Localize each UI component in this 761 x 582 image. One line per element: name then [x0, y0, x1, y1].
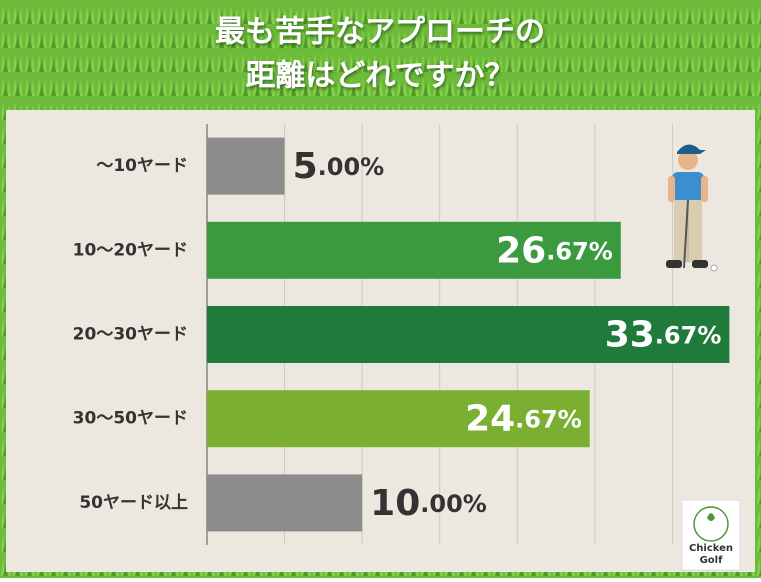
bar — [207, 306, 730, 363]
logo: Chicken Golf — [681, 499, 741, 571]
bar — [207, 474, 363, 532]
y-tick-label: 50ヤード以上 — [79, 493, 188, 513]
data-label: 10.00% — [370, 483, 487, 524]
y-tick-label: 30〜50ヤード — [73, 409, 188, 429]
logo-text: Chicken — [689, 543, 733, 554]
data-label: 24.67% — [465, 399, 582, 440]
data-label: 5.00% — [293, 146, 385, 187]
logo-text: Golf — [700, 555, 724, 566]
chart-title: 距離はどれですか？ — [245, 59, 514, 94]
bar — [207, 390, 590, 448]
chart-title: 最も苦手なアプローチの — [215, 15, 545, 50]
y-tick-label: 20〜30ヤード — [73, 325, 188, 345]
y-tick-label: 〜10ヤード — [96, 156, 188, 176]
bar — [207, 221, 621, 279]
bar — [207, 137, 285, 195]
data-label: 26.67% — [496, 230, 613, 271]
y-tick-label: 10〜20ヤード — [73, 240, 188, 260]
golfer-illustration — [666, 144, 718, 272]
plot: 〜10ヤード 5.00% 10〜20ヤード 26.67% 20〜30ヤード 33.67% 3… — [73, 124, 730, 545]
data-label: 33.67% — [605, 315, 722, 356]
